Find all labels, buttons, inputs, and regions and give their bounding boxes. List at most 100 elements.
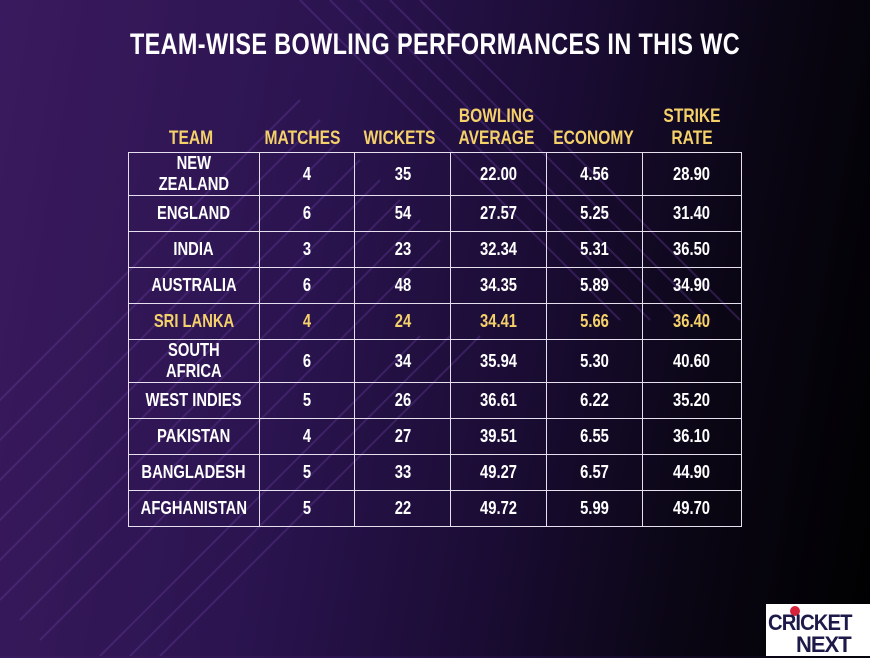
table-cell: 49.70 <box>641 490 743 527</box>
cell-value: 6.57 <box>580 462 609 482</box>
table-cell: 28.90 <box>641 152 743 196</box>
cell-value: 27 <box>394 426 411 446</box>
cell-value: 23 <box>394 239 411 259</box>
table-cell: 35.94 <box>449 339 547 383</box>
cell-value: 5.30 <box>580 350 609 371</box>
table-cell: 33 <box>354 454 451 491</box>
cell-value: 34.41 <box>479 311 517 331</box>
cell-value: 6 <box>302 275 312 295</box>
table-cell: 6 <box>258 267 356 304</box>
table-row: SRI LANKA 4 24 34.41 5.66 36.40 <box>128 303 743 340</box>
cell-value: 36.61 <box>479 390 517 410</box>
cell-value: 5 <box>302 462 312 482</box>
table-cell: 6 <box>258 339 356 383</box>
cell-value: 34.90 <box>673 275 711 295</box>
cell-value: 49.70 <box>673 498 711 518</box>
column-header: MATCHES <box>264 128 341 149</box>
table-cell: 44.90 <box>641 454 743 491</box>
cell-value: 31.40 <box>673 203 711 223</box>
table-cell: 4 <box>258 418 356 455</box>
table-cell: 34.90 <box>641 267 743 304</box>
cell-value: 27.57 <box>479 203 517 223</box>
cell-value: AFGHANISTAN <box>140 498 247 518</box>
cell-value: 36.10 <box>673 426 711 446</box>
cell-value: 5.66 <box>580 311 609 331</box>
table-row: AFGHANISTAN 5 22 49.72 5.99 49.70 <box>128 490 743 527</box>
table-cell: BANGLADESH <box>128 454 260 491</box>
cell-value: 24 <box>394 311 411 331</box>
table-row: ENGLAND 6 54 27.57 5.25 31.40 <box>128 195 743 232</box>
cell-value: 35.94 <box>479 350 517 371</box>
cell-value: 4 <box>302 426 312 446</box>
cell-value: INDIA <box>173 239 214 259</box>
table-cell: 40.60 <box>641 339 743 383</box>
cell-value: 6 <box>302 203 312 223</box>
cell-value: 5.89 <box>580 275 609 295</box>
table-row: AUSTRALIA 6 48 34.35 5.89 34.90 <box>128 267 743 304</box>
column-header: TEAM <box>168 128 214 149</box>
table-row: SOUTH AFRICA 6 34 35.94 5.30 40.60 <box>128 339 743 383</box>
cell-value: 35.20 <box>673 390 711 410</box>
logo-line2: NEXT <box>796 632 852 657</box>
table-cell: ENGLAND <box>128 195 260 232</box>
cell-value: 35 <box>394 163 411 184</box>
table-cell: 24 <box>354 303 451 340</box>
table-cell: 5 <box>258 490 356 527</box>
cell-value: NEW ZEALAND <box>158 153 230 194</box>
table-cell: 49.72 <box>449 490 547 527</box>
table-cell: PAKISTAN <box>128 418 260 455</box>
table-cell: 36.61 <box>449 382 547 419</box>
table-cell: 27.57 <box>449 195 547 232</box>
table-cell: 5 <box>258 382 356 419</box>
table-cell: 36.50 <box>641 231 743 268</box>
table-cell: 6.55 <box>545 418 643 455</box>
cell-value: WEST INDIES <box>145 390 242 410</box>
table-cell: 34 <box>354 339 451 383</box>
table-cell: 22.00 <box>449 152 547 196</box>
table-cell: 32.34 <box>449 231 547 268</box>
table-cell: 49.27 <box>449 454 547 491</box>
table-row: NEW ZEALAND 4 35 22.00 4.56 28.90 <box>128 152 743 196</box>
cell-value: AUSTRALIA <box>151 275 237 295</box>
page-title: TEAM-WISE BOWLING PERFORMANCES IN THIS W… <box>129 28 741 61</box>
table-cell: 4 <box>258 152 356 196</box>
cell-value: 39.51 <box>479 426 517 446</box>
table-cell: 4 <box>258 303 356 340</box>
table-cell: 5.31 <box>545 231 643 268</box>
table-cell: 34.41 <box>449 303 547 340</box>
cell-value: 40.60 <box>673 350 711 371</box>
table-cell: 5.30 <box>545 339 643 383</box>
cell-value: BANGLADESH <box>141 462 246 482</box>
bowling-table: NEW ZEALAND 4 35 22.00 4.56 28.90 ENGLAND 6 54 27… <box>128 152 743 527</box>
table-cell: 36.40 <box>641 303 743 340</box>
table-cell: 35 <box>354 152 451 196</box>
cell-value: 5.99 <box>580 498 609 518</box>
table-cell: 54 <box>354 195 451 232</box>
table-cell: 5.66 <box>545 303 643 340</box>
cell-value: 33 <box>394 462 411 482</box>
table-row: WEST INDIES 5 26 36.61 6.22 35.20 <box>128 382 743 419</box>
table-cell: 31.40 <box>641 195 743 232</box>
cell-value: 48 <box>394 275 411 295</box>
table-cell: 22 <box>354 490 451 527</box>
cell-value: 4.56 <box>580 163 609 184</box>
table-cell: AUSTRALIA <box>128 267 260 304</box>
table-cell: SRI LANKA <box>128 303 260 340</box>
table-cell: 36.10 <box>641 418 743 455</box>
table-cell: NEW ZEALAND <box>128 152 260 196</box>
column-header: STRIKE RATE <box>663 106 721 149</box>
cell-value: ENGLAND <box>157 203 231 223</box>
cell-value: 4 <box>302 163 312 184</box>
table-cell: 6.22 <box>545 382 643 419</box>
table-cell: 6 <box>258 195 356 232</box>
table-row: INDIA 3 23 32.34 5.31 36.50 <box>128 231 743 268</box>
cell-value: 5 <box>302 390 312 410</box>
cell-value: 6 <box>302 350 312 371</box>
cell-value: 5 <box>302 498 312 518</box>
table-cell: 5 <box>258 454 356 491</box>
cell-value: 22 <box>394 498 411 518</box>
table-cell: 26 <box>354 382 451 419</box>
cell-value: 32.34 <box>479 239 517 259</box>
table-cell: 34.35 <box>449 267 547 304</box>
column-header: WICKETS <box>363 128 436 149</box>
